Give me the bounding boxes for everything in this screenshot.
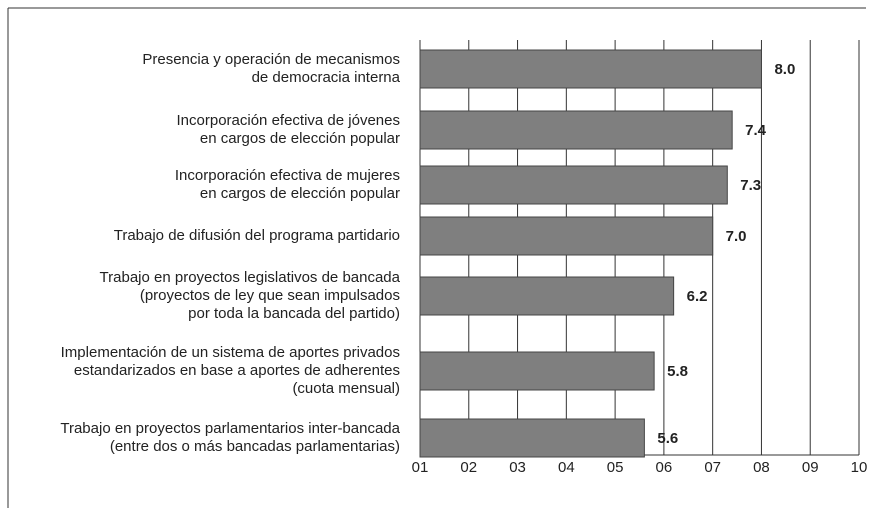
category-label-box: Trabajo en proyectos parlamentarios inte… xyxy=(60,420,400,455)
x-tick-label: 08 xyxy=(753,459,770,476)
value-label: 5.8 xyxy=(667,363,688,380)
x-tick-label: 06 xyxy=(656,459,673,476)
bar xyxy=(419,110,733,150)
value-label: 8.0 xyxy=(774,61,795,78)
category-label-box: Trabajo en proyectos legislativos de ban… xyxy=(99,269,400,322)
category-label-box: Incorporación efectiva de jóvenes en car… xyxy=(176,112,400,147)
category-label: Presencia y operación de mecanismos de d… xyxy=(142,51,400,86)
category-label-box: Trabajo de difusión del programa partida… xyxy=(113,227,400,244)
category-label: Incorporación efectiva de jóvenes en car… xyxy=(176,112,400,147)
x-tick-label: 02 xyxy=(460,459,477,476)
x-tick-label: 05 xyxy=(607,459,624,476)
x-tick-label: 03 xyxy=(509,459,526,476)
category-label-box: Presencia y operación de mecanismos de d… xyxy=(142,51,400,86)
category-label: Trabajo en proyectos legislativos de ban… xyxy=(99,269,400,322)
bar xyxy=(419,49,762,89)
category-label: Incorporación efectiva de mujeres en car… xyxy=(174,167,400,202)
x-tick-label: 07 xyxy=(704,459,721,476)
category-label: Trabajo de difusión del programa partida… xyxy=(113,227,400,244)
x-tick-label: 10 xyxy=(851,459,868,476)
value-label: 7.0 xyxy=(726,228,747,245)
value-label: 5.6 xyxy=(657,430,678,447)
bar xyxy=(419,418,645,458)
category-label: Implementación de un sistema de aportes … xyxy=(60,344,400,397)
value-label: 7.4 xyxy=(745,122,767,139)
bar xyxy=(419,216,714,256)
value-label: 6.2 xyxy=(687,288,708,305)
x-tick-label: 04 xyxy=(558,459,575,476)
category-label-box: Implementación de un sistema de aportes … xyxy=(60,344,400,397)
bar xyxy=(419,351,655,391)
category-label: Trabajo en proyectos parlamentarios inte… xyxy=(60,420,400,455)
x-tick-label: 01 xyxy=(412,459,429,476)
x-tick-label: 09 xyxy=(802,459,819,476)
value-label: 7.3 xyxy=(740,177,761,194)
bar xyxy=(419,276,675,316)
bar xyxy=(419,165,728,205)
category-label-box: Incorporación efectiva de mujeres en car… xyxy=(174,167,400,202)
